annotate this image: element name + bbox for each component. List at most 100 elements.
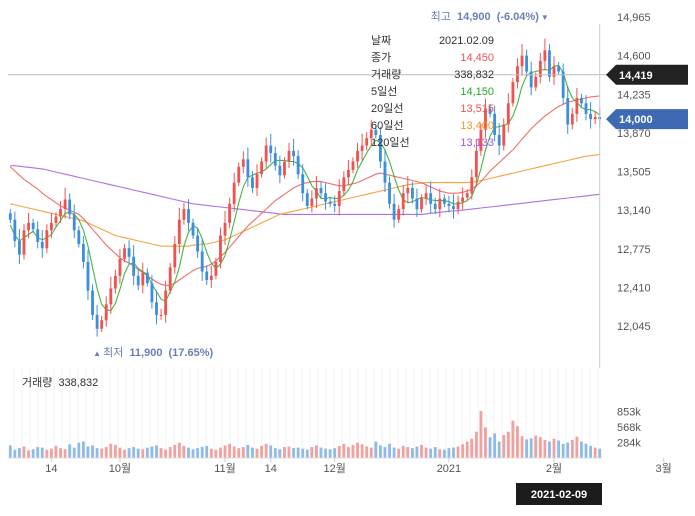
volume-bar bbox=[182, 445, 186, 458]
candlestick-layer bbox=[8, 38, 602, 337]
candle-body bbox=[383, 161, 387, 183]
candle-body bbox=[269, 145, 273, 154]
volume-bar bbox=[479, 410, 483, 458]
volume-bar bbox=[86, 446, 90, 458]
volume-bar bbox=[470, 438, 474, 458]
candle-body bbox=[305, 193, 309, 206]
candle-body bbox=[187, 209, 190, 223]
candle-body bbox=[356, 150, 359, 162]
volume-bar bbox=[173, 444, 177, 458]
volume-bar bbox=[570, 439, 574, 458]
volume-bar bbox=[410, 448, 414, 458]
volume-bar bbox=[401, 445, 405, 458]
candle-body bbox=[337, 191, 341, 206]
candle-body bbox=[543, 50, 547, 61]
volume-bar bbox=[36, 447, 40, 458]
info-date-label: 날짜 bbox=[371, 34, 391, 47]
info-ma5-value: 14,150 bbox=[460, 86, 494, 98]
volume-bar bbox=[520, 436, 524, 458]
volume-bar bbox=[177, 442, 181, 458]
volume-bar bbox=[548, 441, 551, 458]
high-value: 14,900 bbox=[457, 11, 491, 23]
candle-body bbox=[351, 161, 355, 170]
volume-bar bbox=[191, 449, 195, 458]
candle-body bbox=[68, 199, 72, 215]
price-tag-blue: 14,000 bbox=[606, 109, 688, 130]
candle-body bbox=[525, 55, 529, 72]
candle-body bbox=[369, 129, 373, 139]
info-close-label: 종가 bbox=[371, 51, 391, 64]
candle-body bbox=[72, 214, 76, 231]
volume-bar bbox=[484, 427, 487, 458]
candle-body bbox=[86, 262, 90, 291]
volume-bar bbox=[351, 444, 355, 458]
volume-tick-label: 853k bbox=[617, 406, 641, 418]
price-axis: 14,965 14,600 14,235 13,870 13,505 13,140 12,7… bbox=[617, 12, 651, 333]
volume-bar bbox=[488, 437, 492, 458]
candle-body bbox=[141, 272, 145, 286]
volume-bar bbox=[232, 446, 236, 458]
candle-body bbox=[164, 290, 168, 315]
volume-panel-title: 거래량 bbox=[22, 376, 52, 389]
volume-bar bbox=[45, 449, 49, 458]
low-arrow-icon: ▲ bbox=[93, 349, 101, 358]
candle-body bbox=[538, 60, 542, 77]
candle-body bbox=[214, 262, 218, 276]
low-pct: (17.65%) bbox=[169, 347, 214, 359]
candle-body bbox=[447, 203, 451, 206]
volume-bar bbox=[461, 444, 465, 458]
x-tick-label: 14 bbox=[45, 463, 57, 475]
candle-body bbox=[580, 97, 583, 104]
volume-bar bbox=[374, 441, 378, 458]
info-ma5-label: 5일선 bbox=[371, 84, 397, 98]
info-close-value: 14,450 bbox=[460, 52, 494, 64]
candle-body bbox=[429, 193, 433, 204]
candle-body bbox=[228, 203, 232, 223]
candle-body bbox=[36, 229, 40, 242]
volume-bar bbox=[264, 443, 268, 458]
candle-body bbox=[223, 222, 227, 236]
x-tick-label: 12월 bbox=[324, 462, 346, 475]
low-annotation: 최저 11,900 (17.65%) bbox=[103, 346, 213, 359]
volume-bar bbox=[214, 449, 218, 458]
candle-body bbox=[365, 138, 369, 146]
volume-bar bbox=[159, 448, 163, 458]
volume-bar bbox=[228, 443, 232, 458]
candle-body bbox=[49, 222, 53, 231]
price-tick-label: 14,235 bbox=[617, 89, 651, 101]
x-tick-label: 10월 bbox=[109, 462, 131, 475]
moving-average-layer bbox=[9, 64, 601, 312]
volume-bar bbox=[328, 449, 332, 458]
candle-body bbox=[374, 129, 378, 136]
info-volume-value: 338,832 bbox=[454, 69, 494, 81]
candle-body bbox=[548, 50, 551, 77]
low-label: 최저 bbox=[103, 346, 123, 359]
info-date-value: 2021.02.09 bbox=[439, 35, 494, 47]
candle-body bbox=[346, 169, 350, 178]
volume-bar bbox=[580, 441, 583, 458]
volume-bar bbox=[429, 448, 433, 458]
candle-body bbox=[255, 174, 259, 188]
volume-bar bbox=[141, 449, 145, 458]
volume-bar bbox=[525, 439, 529, 458]
candle-body bbox=[301, 174, 305, 194]
volume-bar bbox=[68, 444, 72, 458]
candle-body bbox=[324, 193, 327, 202]
volume-bar bbox=[77, 442, 81, 458]
volume-bar bbox=[589, 445, 592, 458]
candle-body bbox=[205, 271, 209, 281]
ma60-line bbox=[10, 154, 600, 247]
volume-bar bbox=[497, 441, 501, 458]
candle-body bbox=[159, 314, 163, 316]
volume-bar bbox=[164, 449, 168, 458]
candle-body bbox=[415, 198, 419, 210]
price-tick-label: 13,140 bbox=[617, 205, 651, 217]
x-tick-label: 2021 bbox=[437, 463, 461, 475]
candle-body bbox=[31, 222, 35, 230]
candle-body bbox=[484, 108, 487, 130]
volume-bar bbox=[415, 446, 419, 458]
volume-bar bbox=[118, 447, 122, 458]
date-badge-text: 2021-02-09 bbox=[531, 489, 587, 501]
candle-body bbox=[100, 320, 104, 329]
candle-body bbox=[493, 113, 497, 136]
